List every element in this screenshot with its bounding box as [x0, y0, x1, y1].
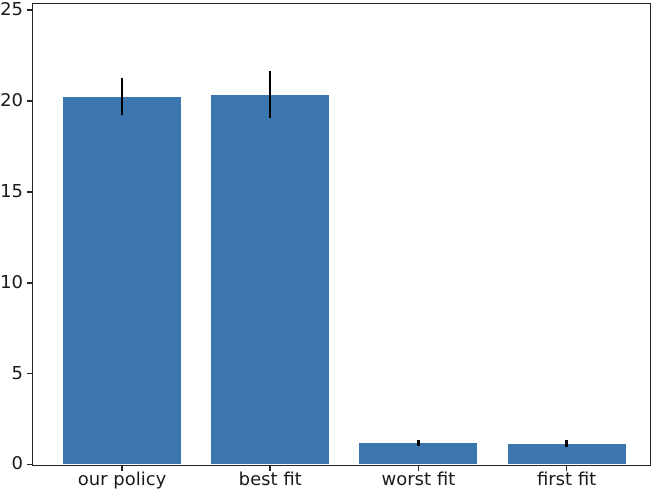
- x-tick-label: our policy: [77, 469, 167, 491]
- y-tick: [26, 191, 32, 193]
- x-tick: [121, 465, 123, 472]
- y-tick: [26, 463, 32, 466]
- error-bar: [120, 78, 124, 115]
- y-tick: [26, 9, 32, 12]
- y-tick: [26, 372, 32, 375]
- plot-area: [32, 3, 651, 466]
- x-tick-label: first fit: [536, 469, 597, 491]
- y-tick-label: 20: [0, 90, 23, 112]
- y-tick-label: 25: [0, 0, 23, 21]
- x-tick-label: worst fit: [381, 469, 456, 491]
- y-tick-label: 0: [11, 453, 23, 475]
- y-tick: [26, 100, 32, 102]
- error-bar: [565, 440, 568, 447]
- x-tick: [417, 465, 420, 472]
- x-tick: [565, 465, 568, 472]
- error-bar: [417, 439, 420, 446]
- y-tick-label: 15: [0, 180, 23, 202]
- error-bar: [268, 71, 272, 119]
- y-tick-label: 5: [11, 362, 23, 384]
- bar: [507, 443, 626, 465]
- bar: [63, 96, 181, 465]
- x-tick-label: best fit: [238, 469, 302, 491]
- x-tick: [269, 465, 271, 472]
- bar: [211, 94, 330, 465]
- bar: [359, 442, 478, 465]
- y-tick-label: 10: [0, 271, 23, 293]
- y-tick: [26, 281, 32, 284]
